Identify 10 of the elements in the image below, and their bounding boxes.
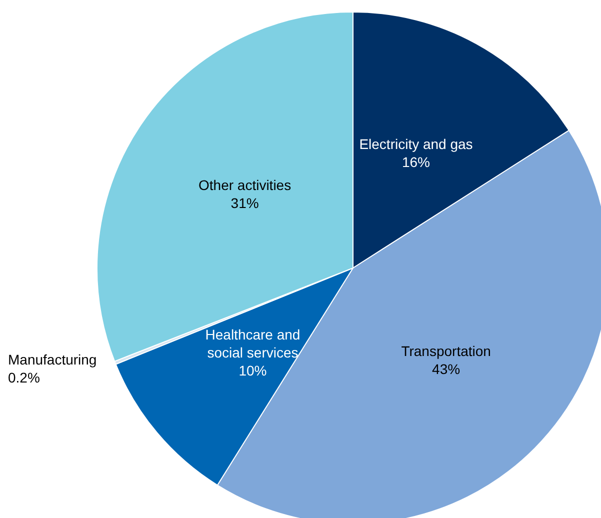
data-label: 16%	[402, 154, 430, 170]
data-label: 43%	[432, 361, 460, 378]
data-label: 31%	[230, 195, 259, 212]
slice-label: Transportation	[401, 343, 491, 360]
slice-label: Healthcare and social services	[205, 326, 300, 360]
slice-label: Other activities	[198, 177, 292, 194]
slice-label: Manufacturing	[8, 351, 97, 368]
data-label: 10%	[238, 362, 267, 378]
slice-label: Electricity and gas	[359, 136, 473, 152]
data-label: 0.2%	[8, 369, 40, 386]
